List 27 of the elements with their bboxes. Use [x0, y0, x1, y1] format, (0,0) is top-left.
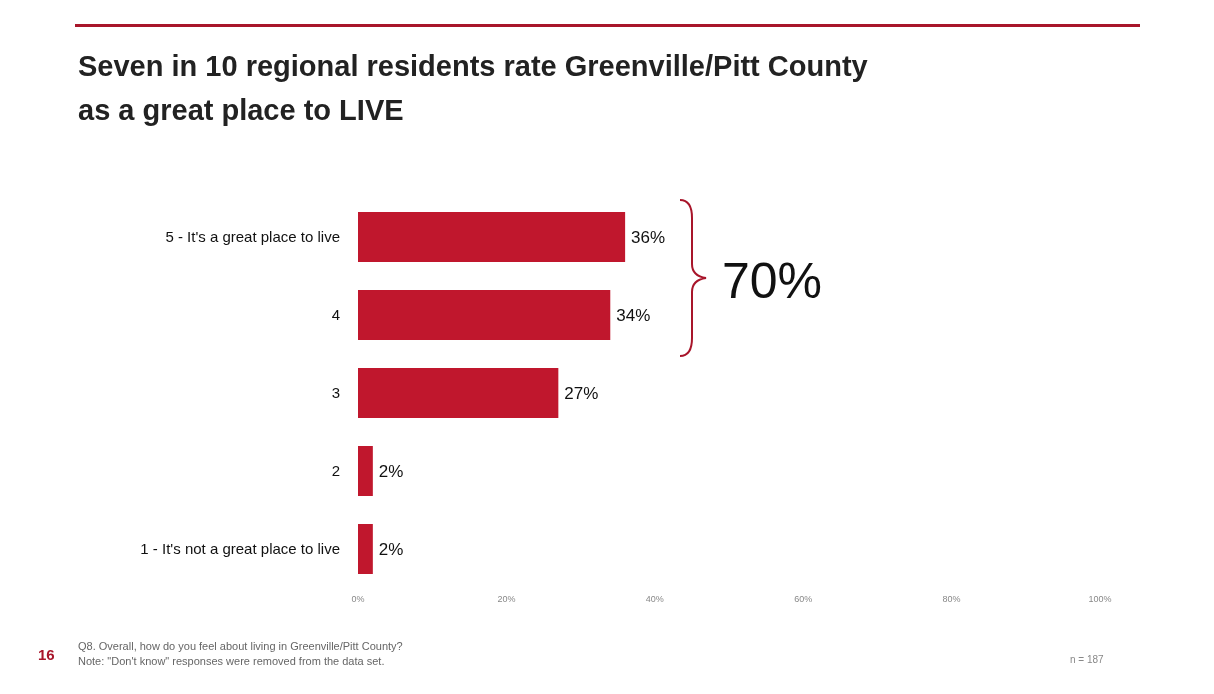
x-tick-label: 0% [351, 594, 365, 605]
x-tick-label: 20% [497, 594, 516, 605]
data-label: 27% [564, 384, 599, 404]
text: 16 [38, 646, 55, 663]
bar [358, 446, 373, 496]
x-tick-label: 40% [645, 594, 664, 605]
bar [358, 368, 559, 418]
y-tick-label: 5 - It's a great place to live [165, 228, 340, 246]
x-tick-label: 60% [794, 594, 813, 605]
data-label: 36% [631, 228, 666, 248]
data-label: 2% [378, 540, 404, 560]
bar [358, 290, 611, 340]
data-label: 2% [378, 462, 404, 482]
text: Note: "Don't know" responses were removed from the data set. [78, 655, 385, 667]
data-label: 34% [616, 306, 651, 326]
bar [358, 212, 626, 262]
x-tick-label: 80% [942, 594, 961, 605]
y-tick-label: 2 [331, 462, 340, 480]
y-tick-label: 3 [331, 384, 340, 402]
y-tick-label: 4 [331, 306, 340, 324]
y-tick-label: 1 - It's not a great place to live [140, 540, 340, 558]
x-tick-label: 100% [1088, 594, 1112, 605]
text: n = 187 [1070, 654, 1104, 665]
annotation: 70% [722, 252, 823, 310]
bar [358, 524, 373, 574]
chart-title: Seven in 10 regional residents rate Greenville/Pitt County as a great place to LIVE [78, 49, 869, 128]
text: Q8. Overall, how do you feel about living in Greenville/Pitt County? [78, 640, 403, 652]
